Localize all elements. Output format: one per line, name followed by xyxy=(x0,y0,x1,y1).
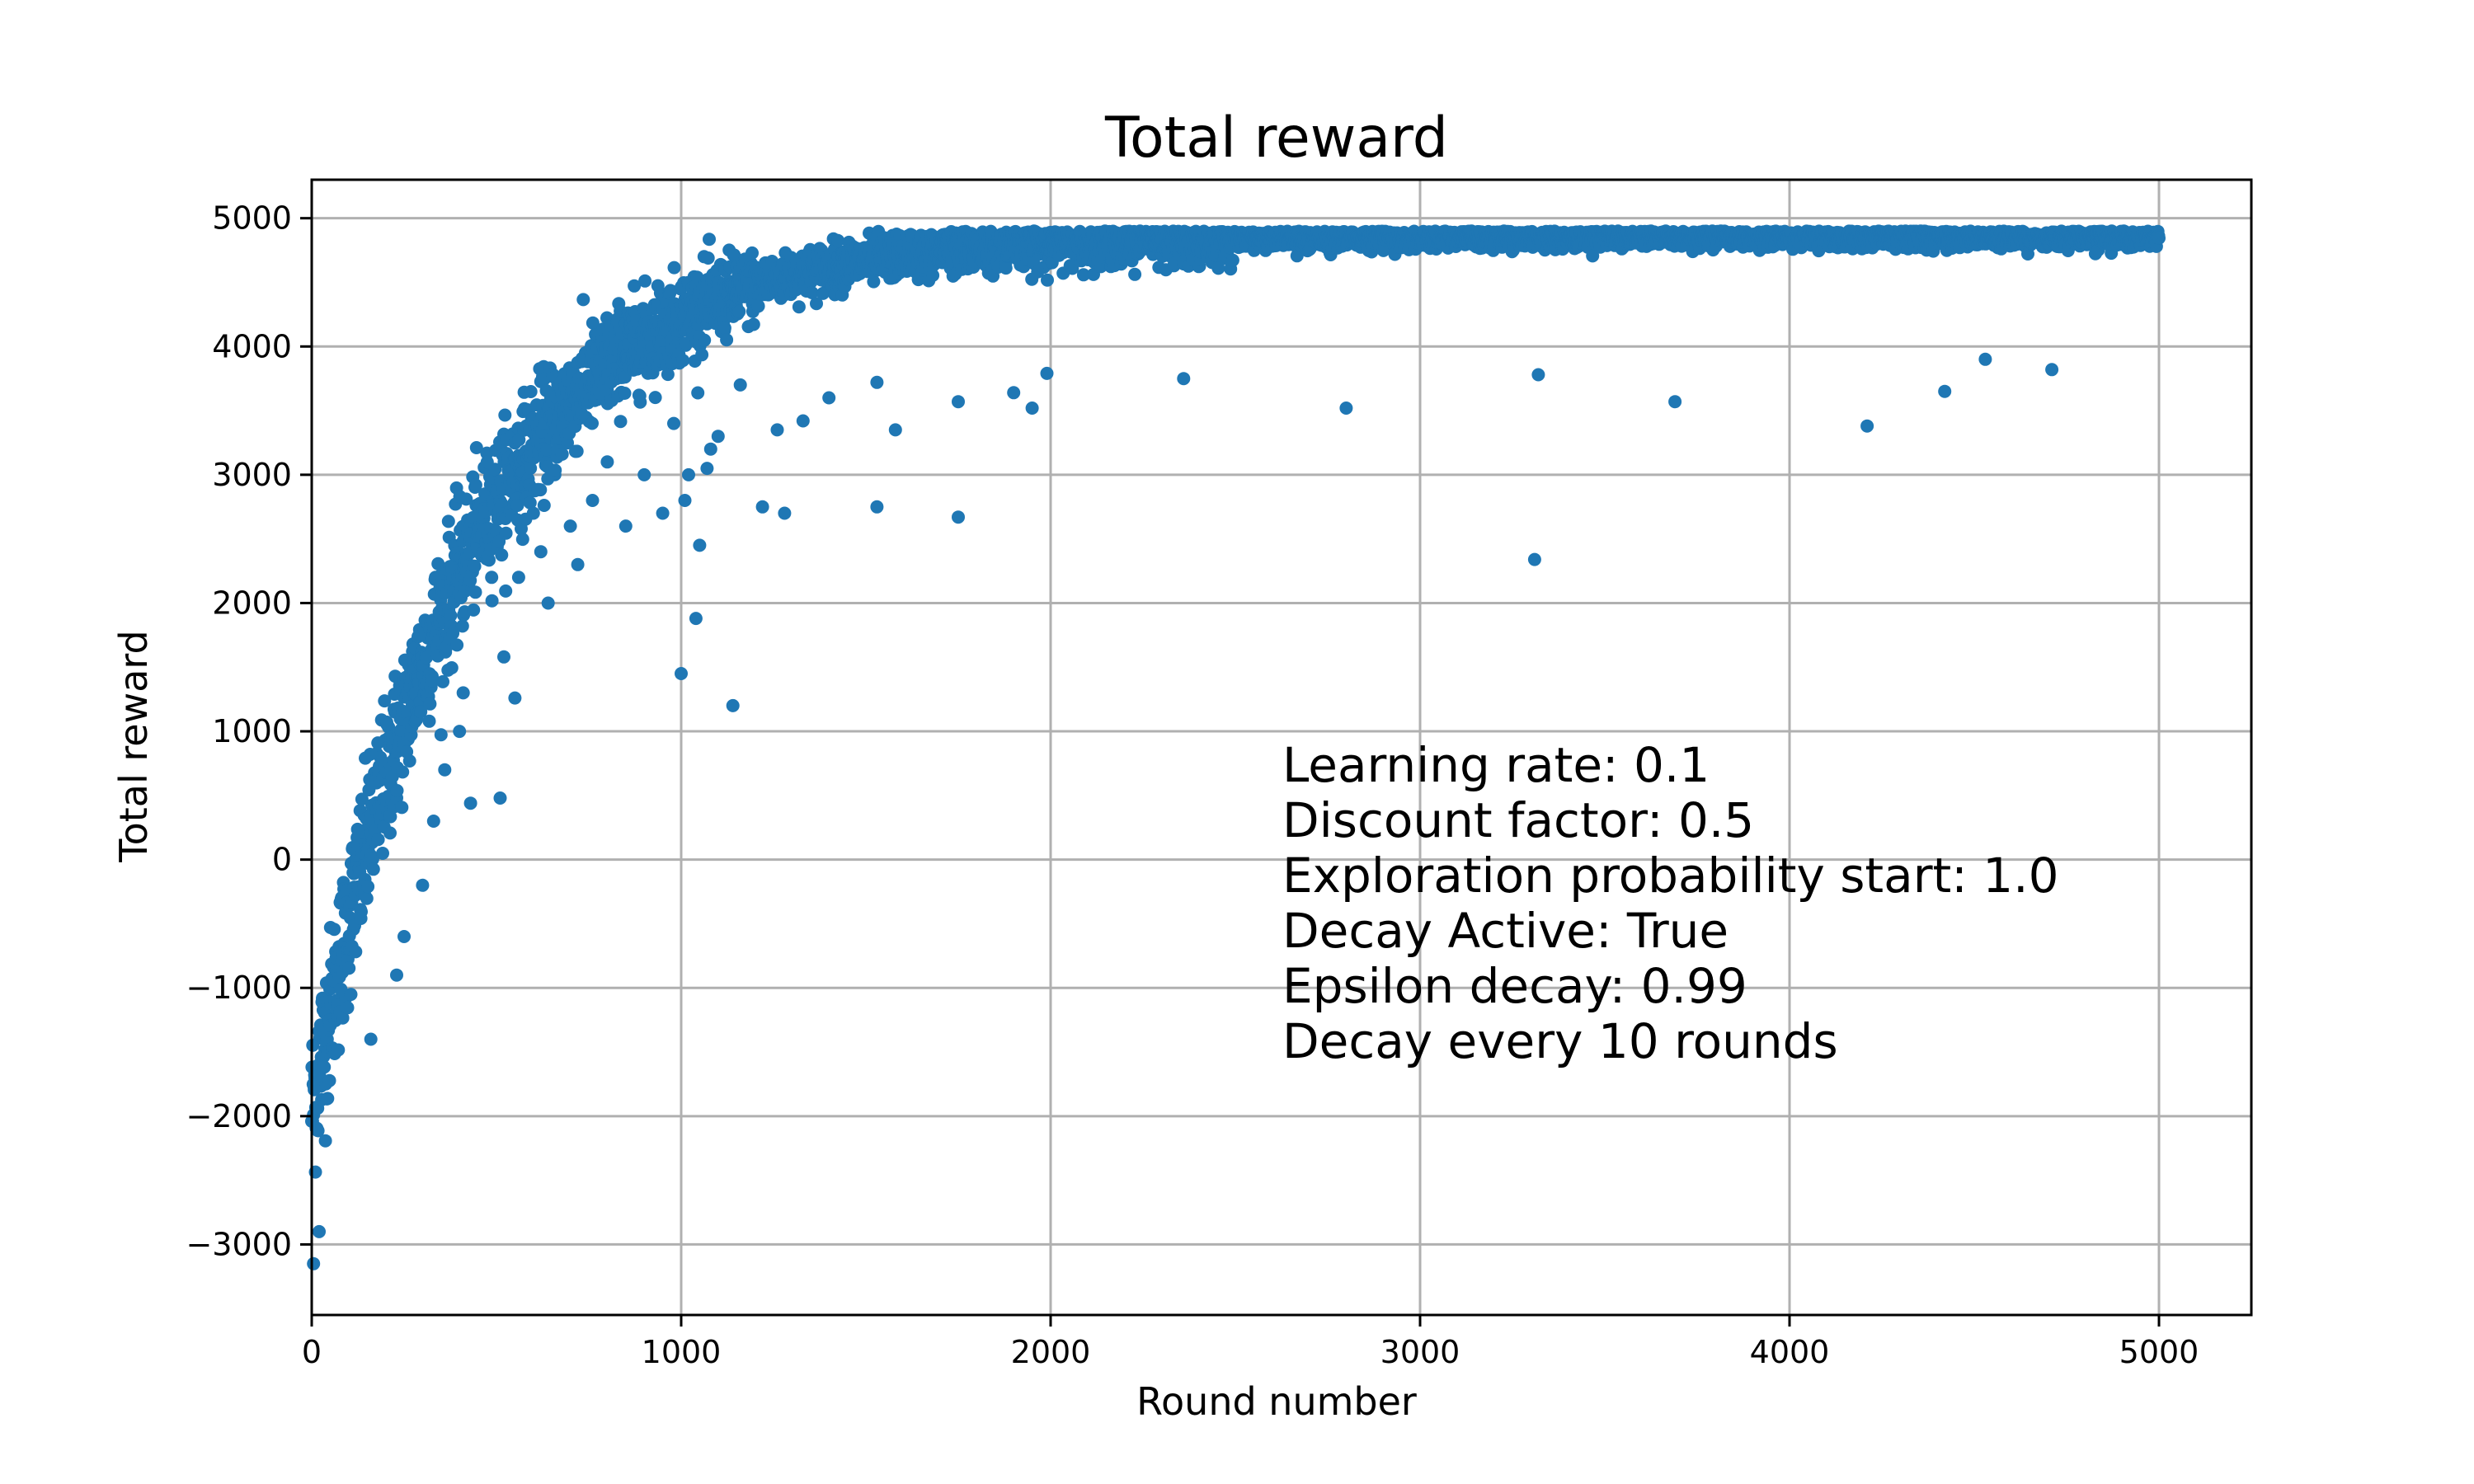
data-point xyxy=(792,300,806,314)
data-point xyxy=(446,627,460,641)
data-point xyxy=(450,638,464,652)
data-point xyxy=(485,571,499,585)
data-point xyxy=(383,826,397,840)
data-point xyxy=(341,1001,355,1015)
data-point xyxy=(499,526,513,540)
data-point xyxy=(495,548,509,562)
data-point xyxy=(468,585,482,599)
data-point xyxy=(638,274,652,288)
data-point xyxy=(524,385,538,398)
data-point xyxy=(570,444,584,458)
data-point xyxy=(701,251,715,265)
data-point xyxy=(468,559,482,573)
data-point xyxy=(751,299,765,313)
data-point xyxy=(459,492,473,506)
data-point xyxy=(698,333,712,347)
data-point xyxy=(317,1060,332,1074)
data-point xyxy=(534,483,548,497)
data-point xyxy=(732,304,746,318)
data-point xyxy=(576,293,590,307)
data-point xyxy=(349,945,363,959)
data-point xyxy=(555,447,569,461)
data-point xyxy=(745,246,759,260)
data-point xyxy=(1041,273,1054,287)
data-point xyxy=(423,697,437,711)
data-point xyxy=(366,862,380,876)
data-point xyxy=(444,661,459,674)
data-point xyxy=(867,275,881,289)
data-point xyxy=(402,754,416,768)
data-point xyxy=(633,395,647,409)
data-point xyxy=(371,833,385,847)
data-point xyxy=(378,694,392,708)
data-point xyxy=(469,441,483,454)
data-point xyxy=(467,603,481,617)
data-point xyxy=(390,784,404,797)
data-point xyxy=(720,333,734,347)
data-point xyxy=(703,232,716,247)
data-point xyxy=(515,533,529,547)
data-point xyxy=(498,408,512,422)
data-point xyxy=(436,674,449,688)
data-point xyxy=(434,728,448,742)
data-point xyxy=(691,386,705,400)
data-point xyxy=(586,416,599,430)
data-point xyxy=(422,714,436,728)
data-point xyxy=(361,880,375,894)
data-point xyxy=(667,261,681,275)
data-point xyxy=(485,594,499,608)
data-point xyxy=(676,354,690,368)
data-point xyxy=(355,792,369,806)
data-point xyxy=(614,415,628,429)
data-point xyxy=(332,1043,346,1057)
data-points xyxy=(305,224,2166,1270)
data-point xyxy=(382,721,396,734)
data-point xyxy=(444,608,458,622)
data-point xyxy=(355,904,368,918)
data-point xyxy=(455,619,469,633)
data-point xyxy=(311,1124,325,1138)
data-point xyxy=(695,348,709,362)
data-point xyxy=(376,847,389,860)
data-point xyxy=(1128,267,1142,281)
data-point xyxy=(342,961,356,975)
data-point xyxy=(468,478,482,492)
data-point xyxy=(537,499,551,512)
data-point xyxy=(618,387,632,400)
data-point xyxy=(1225,253,1239,267)
data-point xyxy=(344,988,358,1002)
data-point xyxy=(746,317,760,331)
data-point xyxy=(717,321,731,335)
data-point xyxy=(414,705,428,719)
data-point xyxy=(321,1092,335,1106)
data-point xyxy=(327,923,341,937)
grid-lines xyxy=(310,180,2251,1315)
data-point xyxy=(648,391,662,405)
data-point xyxy=(365,852,379,866)
data-point xyxy=(322,1073,336,1087)
data-point xyxy=(441,514,455,528)
data-point xyxy=(426,674,440,688)
data-point xyxy=(831,233,844,247)
data-point xyxy=(396,765,410,779)
data-point xyxy=(395,801,409,815)
data-point xyxy=(360,891,374,905)
data-point xyxy=(318,1134,332,1148)
data-point xyxy=(336,1011,350,1025)
data-point xyxy=(548,463,562,477)
data-point xyxy=(999,261,1013,275)
data-point xyxy=(499,584,513,598)
